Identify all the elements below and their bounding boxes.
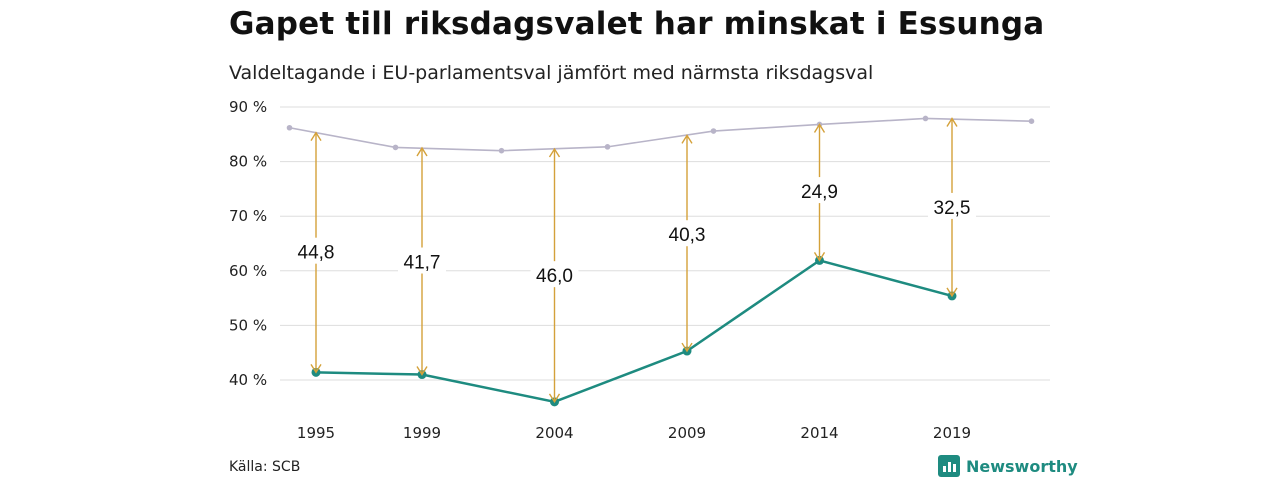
gap-arrow: 46,0 <box>530 147 579 404</box>
gap-arrow: 40,3 <box>663 134 711 353</box>
x-tick-label: 2019 <box>933 424 971 442</box>
gap-arrow: 41,7 <box>398 146 446 376</box>
gap-label: 24,9 <box>801 182 838 203</box>
gap-arrow: 44,8 <box>292 131 340 374</box>
y-tick-label: 80 % <box>229 153 267 171</box>
y-tick-label: 40 % <box>229 371 267 389</box>
gap-arrow-head-bottom <box>548 393 561 404</box>
eu-turnout-line <box>315 259 953 404</box>
gap-label-background <box>928 192 976 219</box>
brand-logo: Newsworthy <box>938 455 1078 477</box>
riksdag-turnout-point <box>286 124 293 131</box>
chart-title: Gapet till riksdagsvalet har minskat i E… <box>229 6 1045 42</box>
gap-label: 32,5 <box>934 198 971 219</box>
turnout-chart: 90 % 80 % 70 % 60 % 50 % 40 % 44,8 41,7 46,0 40,… <box>229 98 1050 442</box>
gap-arrows: 44,8 41,7 46,0 40,3 24,9 32,5 <box>292 117 976 404</box>
gap-arrow-head-bottom <box>946 287 958 298</box>
gap-arrow-head-bottom <box>681 342 693 353</box>
gap-label: 44,8 <box>298 243 335 264</box>
gap-label-background <box>292 237 340 264</box>
riksdag-turnout-point <box>498 147 505 154</box>
gap-label-background <box>398 247 446 274</box>
chart-subtitle: Valdeltagande i EU-parlamentsval jämfört… <box>229 62 874 84</box>
gap-label-background <box>663 220 711 247</box>
gap-label-background <box>795 177 844 204</box>
gap-arrow-head-top <box>946 117 958 127</box>
gap-label: 40,3 <box>669 225 706 246</box>
y-axis-labels: 90 % 80 % 70 % 60 % 50 % 40 % <box>229 98 267 389</box>
gap-arrow: 32,5 <box>928 117 976 298</box>
gap-arrow-head-top <box>681 134 693 144</box>
gap-label: 41,7 <box>404 253 441 274</box>
newsworthy-logo-icon <box>938 455 960 477</box>
riksdag-turnout-point <box>710 128 717 134</box>
y-tick-label: 50 % <box>229 316 267 334</box>
y-tick-label: 70 % <box>229 207 267 225</box>
source-label: Källa: SCB <box>229 459 301 475</box>
gap-arrow: 24,9 <box>795 123 844 262</box>
gap-arrow-head-top <box>813 123 826 133</box>
x-tick-label: 1995 <box>297 424 335 442</box>
gap-arrow-head-bottom <box>416 366 428 376</box>
y-tick-label: 90 % <box>229 98 267 116</box>
brand-name: Newsworthy <box>966 456 1078 476</box>
gap-arrow-head-top <box>548 147 561 158</box>
riksdag-turnout-line <box>289 117 1032 152</box>
gap-arrow-head-top <box>310 131 322 142</box>
gap-label-background <box>530 261 579 288</box>
series-lines <box>286 115 1035 407</box>
grid-lines <box>280 106 1050 381</box>
x-tick-label: 1999 <box>403 424 441 442</box>
x-tick-label: 2014 <box>800 424 838 442</box>
gap-arrow-head-top <box>416 146 428 157</box>
gap-arrow-head-bottom <box>813 252 826 262</box>
y-tick-label: 60 % <box>229 262 267 280</box>
riksdag-turnout-point <box>604 144 611 150</box>
gap-label: 46,0 <box>536 266 573 287</box>
gap-arrow-head-bottom <box>310 363 322 374</box>
riksdag-turnout-point <box>1028 118 1035 124</box>
x-tick-label: 2004 <box>535 424 573 442</box>
x-axis-labels: 1995 1999 2004 2009 2014 2019 <box>297 424 971 442</box>
riksdag-turnout-point <box>922 115 929 122</box>
x-tick-label: 2009 <box>668 424 706 442</box>
riksdag-turnout-point <box>392 144 399 151</box>
